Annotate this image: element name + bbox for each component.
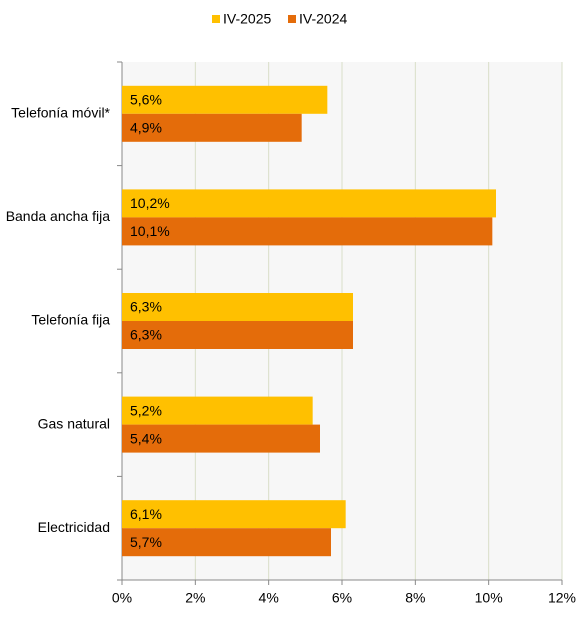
y-tick-label: Telefonía móvil* <box>11 105 110 121</box>
bar <box>122 113 302 142</box>
data-label: 6,3% <box>130 299 162 315</box>
bar <box>122 321 353 349</box>
data-label: 10,2% <box>130 195 170 211</box>
bar <box>122 189 496 218</box>
data-label: 6,1% <box>130 506 162 522</box>
data-label: 5,7% <box>130 534 162 550</box>
legend-box <box>200 6 358 33</box>
x-tick-label: 4% <box>259 590 279 606</box>
x-tick-label: 8% <box>405 590 425 606</box>
data-label: 5,2% <box>130 402 162 418</box>
legend-swatch <box>212 15 220 23</box>
y-tick-label: Telefonía fija <box>31 312 110 328</box>
bar <box>122 217 493 246</box>
x-tick-label: 6% <box>332 590 352 606</box>
bar <box>122 424 320 453</box>
bar <box>122 85 328 114</box>
x-tick-label: 10% <box>475 590 503 606</box>
x-tick-label: 12% <box>548 590 576 606</box>
legend-label: IV-2024 <box>299 11 347 27</box>
legend-label: IV-2025 <box>223 11 271 27</box>
y-tick-label: Banda ancha fija <box>6 208 111 224</box>
legend-swatch <box>288 15 296 23</box>
data-label: 6,3% <box>130 327 162 343</box>
data-label: 10,1% <box>130 223 170 239</box>
bar <box>122 396 313 425</box>
bar <box>122 528 331 557</box>
data-label: 5,6% <box>130 92 162 108</box>
x-tick-label: 0% <box>112 590 132 606</box>
data-label: 5,4% <box>130 430 162 446</box>
y-tick-label: Gas natural <box>38 415 110 431</box>
bar <box>122 500 346 529</box>
data-label: 4,9% <box>130 120 162 136</box>
y-tick-label: Electricidad <box>38 519 110 535</box>
bar <box>122 293 353 321</box>
x-tick-label: 2% <box>185 590 205 606</box>
